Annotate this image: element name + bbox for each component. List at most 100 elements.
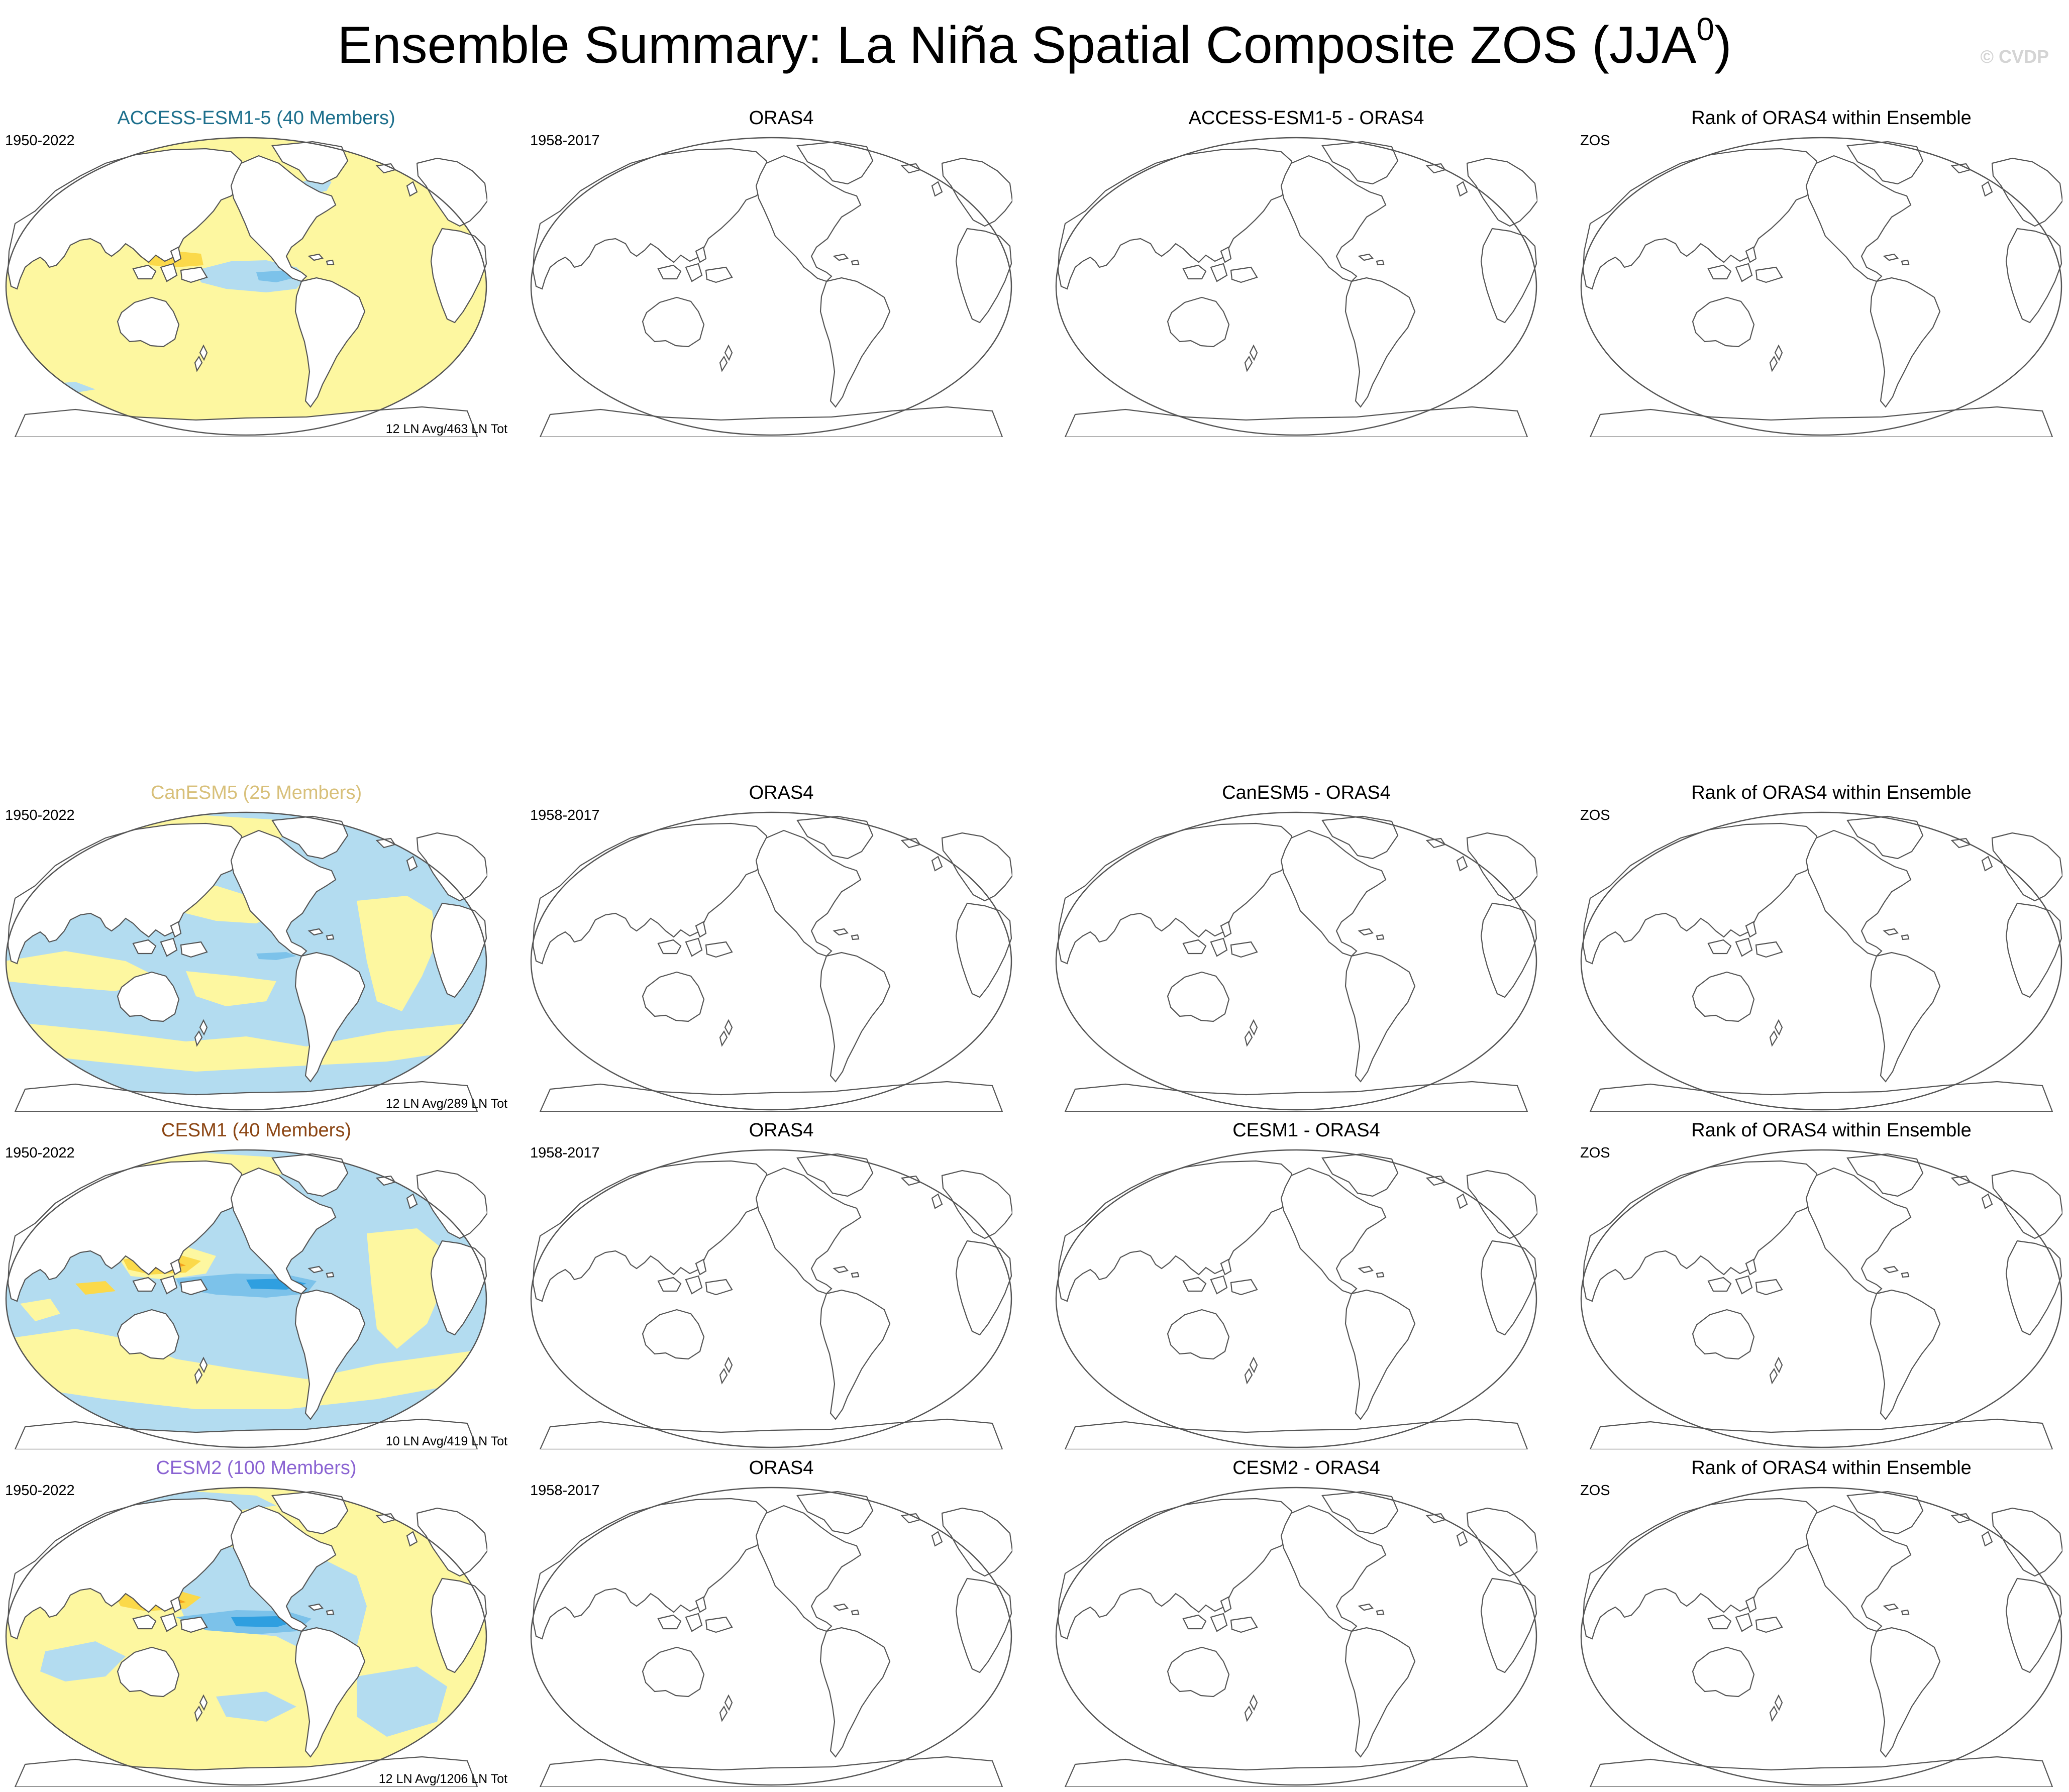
panel-title: Rank of ORAS4 within Ensemble	[1691, 108, 1972, 129]
map-frame	[5, 1487, 487, 1786]
panel-title: ORAS4	[749, 782, 814, 803]
panel-row2-model: CanESM5 (25 Members) 1950-2022 12 LN Avg…	[5, 780, 507, 1112]
panel-title: CESM1 (40 Members)	[161, 1120, 351, 1141]
map-frame	[5, 137, 487, 436]
map-frame	[530, 1149, 1012, 1448]
positive-anomaly-region	[75, 1281, 116, 1295]
continent-outlines	[532, 1491, 1012, 1787]
panel-title: Rank of ORAS4 within Ensemble	[1691, 1120, 1972, 1141]
map-frame	[1055, 811, 1537, 1111]
panel-variable: ZOS	[1580, 1483, 1610, 1499]
panel-title: Rank of ORAS4 within Ensemble	[1691, 1457, 1972, 1479]
continent-outlines	[1057, 815, 1537, 1112]
map-frame	[1055, 137, 1537, 436]
panel-period: 1958-2017	[530, 133, 600, 149]
panel-title: ORAS4	[749, 108, 814, 129]
map-frame	[530, 811, 1012, 1111]
empty-map	[1055, 1149, 1537, 1449]
empty-map	[1580, 137, 2062, 437]
continent-outlines	[1582, 1491, 2062, 1787]
map-frame	[5, 811, 487, 1111]
panel-title: CanESM5 (25 Members)	[150, 782, 362, 803]
figure-title: Ensemble Summary: La Niña Spatial Compos…	[0, 13, 2069, 75]
empty-map	[1055, 137, 1537, 437]
panel-title: CanESM5 - ORAS4	[1222, 782, 1391, 803]
map-frame	[1580, 1149, 2062, 1448]
continent-outlines	[1582, 1153, 2062, 1449]
map-frame	[1055, 1149, 1537, 1448]
negative-anomaly-region	[40, 1641, 126, 1681]
panel-title: ACCESS-ESM1-5 - ORAS4	[1188, 108, 1424, 129]
continent-outlines	[532, 815, 1012, 1112]
panel-row3-obs: ORAS4 1958-2017	[530, 1118, 1032, 1449]
panel-title: ACCESS-ESM1-5 (40 Members)	[117, 108, 395, 129]
panel-period: 1950-2022	[5, 1145, 75, 1161]
empty-map	[1055, 811, 1537, 1112]
panel-row3-rank: Rank of ORAS4 within Ensemble ZOS	[1580, 1118, 2069, 1449]
panel-title: CESM2 (100 Members)	[156, 1457, 357, 1479]
panel-period: 1950-2022	[5, 133, 75, 149]
empty-map	[1055, 1487, 1537, 1787]
continent-outlines	[1057, 141, 1537, 437]
negative-anomaly-region	[196, 260, 306, 292]
negative-anomaly-region	[231, 1616, 296, 1627]
positive-anomaly-region	[6, 1021, 486, 1072]
empty-map	[530, 1149, 1012, 1449]
panel-row2-obs: ORAS4 1958-2017	[530, 780, 1032, 1112]
map-frame	[5, 1149, 487, 1448]
panel-row1-obs: ORAS4 1958-2017	[530, 106, 1032, 437]
panel-title: ORAS4	[749, 1120, 814, 1141]
panel-variable: ZOS	[1580, 1145, 1610, 1161]
composite-map	[5, 137, 487, 437]
continent-outlines	[532, 1153, 1012, 1449]
panel-period: 1958-2017	[530, 1145, 600, 1161]
panel-footer: 10 LN Avg/419 LN Tot	[385, 1434, 507, 1448]
empty-map	[1580, 811, 2062, 1112]
panel-footer: 12 LN Avg/289 LN Tot	[385, 1097, 507, 1111]
panel-footer: 12 LN Avg/463 LN Tot	[385, 422, 507, 436]
map-frame	[530, 1487, 1012, 1786]
panel-row1-diff: ACCESS-ESM1-5 - ORAS4	[1055, 106, 1558, 437]
panel-variable: ZOS	[1580, 133, 1610, 149]
negative-anomaly-region	[357, 1666, 447, 1737]
map-frame	[1580, 1487, 2062, 1786]
composite-map	[5, 811, 487, 1112]
figure-title-superscript: 0	[1696, 11, 1714, 48]
empty-map	[530, 811, 1012, 1112]
empty-map	[1580, 1487, 2062, 1787]
map-frame	[1580, 137, 2062, 436]
panel-row4-obs: ORAS4 1958-2017	[530, 1455, 1032, 1787]
composite-map	[5, 1487, 487, 1787]
panel-title: Rank of ORAS4 within Ensemble	[1691, 782, 1972, 803]
panel-variable: ZOS	[1580, 807, 1610, 823]
continent-outlines	[1057, 1153, 1537, 1449]
panel-period: 1950-2022	[5, 1483, 75, 1499]
panel-period: 1958-2017	[530, 807, 600, 823]
panel-row1-rank: Rank of ORAS4 within Ensemble ZOS	[1580, 106, 2069, 437]
panel-title: CESM1 - ORAS4	[1232, 1120, 1380, 1141]
negative-anomaly-region	[216, 1692, 296, 1722]
positive-anomaly-region	[357, 896, 437, 1011]
map-frame	[1055, 1487, 1537, 1786]
composite-map	[5, 1149, 487, 1449]
cvdp-watermark: © CVDP	[1980, 46, 2049, 67]
continent-outlines	[532, 141, 1012, 437]
panel-title: ORAS4	[749, 1457, 814, 1479]
empty-map	[1580, 1149, 2062, 1449]
map-frame	[530, 137, 1012, 436]
continent-outlines	[1057, 1491, 1537, 1787]
panel-row2-rank: Rank of ORAS4 within Ensemble ZOS	[1580, 780, 2069, 1112]
panel-row4-model: CESM2 (100 Members) 1950-2022 12 LN Avg/…	[5, 1455, 507, 1787]
panel-row4-rank: Rank of ORAS4 within Ensemble ZOS	[1580, 1455, 2069, 1787]
panel-row3-model: CESM1 (40 Members) 1950-2022 10 LN Avg/4…	[5, 1118, 507, 1449]
map-frame	[1580, 811, 2062, 1111]
panel-row4-diff: CESM2 - ORAS4	[1055, 1455, 1558, 1787]
continent-outlines	[1582, 141, 2062, 437]
negative-anomaly-region	[256, 952, 296, 960]
panel-footer: 12 LN Avg/1206 LN Tot	[378, 1772, 507, 1786]
panel-row2-diff: CanESM5 - ORAS4	[1055, 780, 1558, 1112]
panel-period: 1950-2022	[5, 807, 75, 823]
positive-anomaly-region	[367, 1228, 442, 1349]
positive-anomaly-region	[20, 1299, 60, 1321]
empty-map	[530, 1487, 1012, 1787]
